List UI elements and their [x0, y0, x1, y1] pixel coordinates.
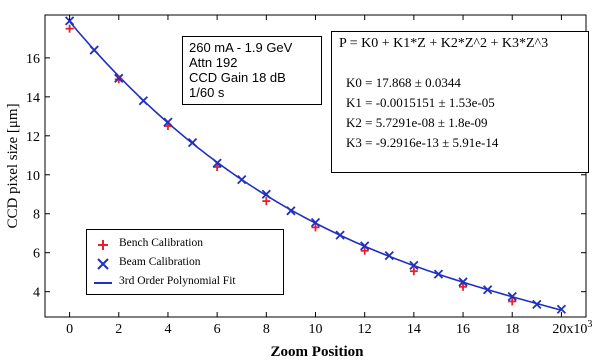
fit-parameters: K0 = 17.868 ± 0.0344 K1 = -0.0015151 ± 1… [346, 73, 498, 153]
beam-point [335, 230, 345, 240]
line-marker-icon [94, 282, 112, 284]
y-axis-label: CCD pixel size [μm] [5, 103, 21, 228]
bench-point [262, 197, 271, 206]
conditions-box: 260 mA - 1.9 GeV Attn 192 CCD Gain 18 dB… [182, 36, 322, 105]
beam-point [532, 299, 542, 309]
x-axis-label: Zoom Position [271, 344, 365, 360]
beam-point [114, 73, 124, 83]
x-tick-label: 12 [358, 322, 372, 337]
bench-point [508, 297, 517, 306]
condition-exposure: 1/60 s [189, 85, 225, 100]
fit-param-k2: K2 = 5.7291e-08 ± 1.8e-09 [346, 115, 488, 130]
bench-point [459, 282, 468, 291]
x-tick-label: 16 [456, 322, 470, 337]
beam-point [507, 291, 517, 302]
y-tick-label: 12 [26, 130, 40, 145]
legend-label-beam: Beam Calibration [119, 256, 201, 268]
x-tick-label: 14 [407, 322, 421, 337]
legend-label-fit: 3rd Order Polynomial Fit [119, 275, 236, 287]
beam-point [482, 285, 493, 295]
fit-results-box: P = K0 + K1*Z + K2*Z^2 + K3*Z^3 K0 = 17.… [331, 31, 589, 173]
beam-point [187, 137, 198, 148]
bench-point [311, 223, 320, 232]
x-tick-label: 18 [505, 322, 519, 337]
beam-point [433, 269, 444, 279]
fit-param-k0: K0 = 17.868 ± 0.0344 [346, 75, 461, 90]
x-tick-exponent: 3 [587, 319, 592, 330]
fit-param-k1: K1 = -0.0015151 ± 1.53e-05 [346, 95, 495, 110]
y-tick-label: 14 [26, 91, 40, 106]
x-tick-label: 2 [115, 322, 122, 337]
beam-point [138, 96, 149, 106]
beam-point [64, 16, 75, 26]
legend-item-beam: Beam Calibration [91, 255, 281, 273]
x-tick-label: 0 [66, 322, 73, 337]
x-marker-icon [97, 258, 109, 270]
beam-point [360, 241, 370, 251]
beam-point [409, 260, 419, 271]
beam-point [286, 206, 296, 216]
beam-point [458, 277, 468, 287]
legend-item-fit: 3rd Order Polynomial Fit [91, 274, 281, 292]
legend-item-bench: Bench Calibration [91, 236, 281, 254]
fit-equation: P = K0 + K1*Z + K2*Z^2 + K3*Z^3 [339, 36, 549, 51]
bench-point [65, 24, 74, 33]
beam-point [89, 45, 99, 55]
y-tick-label: 10 [26, 169, 40, 184]
condition-gain: CCD Gain 18 dB [189, 70, 286, 85]
beam-point [163, 117, 173, 127]
beam-point [237, 175, 247, 185]
x-tick-label: 6 [214, 322, 221, 337]
bench-point [409, 267, 418, 276]
y-tick-label: 16 [26, 52, 40, 67]
beam-point [261, 189, 271, 199]
condition-attenuation: Attn 192 [189, 55, 238, 70]
beam-point [556, 304, 567, 314]
y-tick-label: 6 [33, 247, 40, 262]
x-tick-label: 10 [309, 322, 323, 337]
y-tick-label: 8 [33, 208, 40, 223]
x-tick-label: 20x103 [552, 319, 592, 337]
beam-point [310, 217, 321, 228]
x-tick-label: 8 [263, 322, 270, 337]
legend: Bench Calibration Beam Calibration 3rd O… [86, 229, 284, 295]
legend-label-bench: Bench Calibration [119, 237, 203, 249]
beam-point [212, 158, 222, 168]
x-tick-label: 4 [164, 322, 171, 337]
fit-param-k3: K3 = -9.2916e-13 ± 5.91e-14 [346, 135, 499, 150]
y-tick-label: 4 [33, 286, 40, 301]
condition-current: 260 mA - 1.9 GeV [189, 40, 293, 55]
plus-marker-icon [98, 240, 108, 250]
beam-point [384, 250, 394, 261]
bench-point [360, 246, 369, 255]
